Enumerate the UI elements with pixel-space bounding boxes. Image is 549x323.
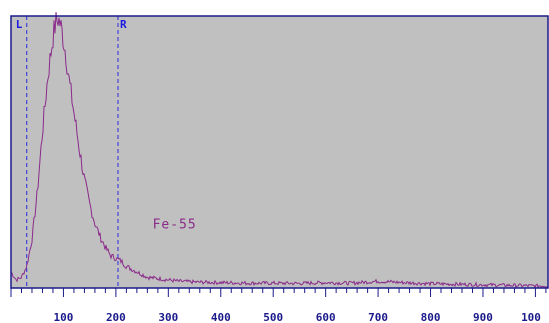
x-tick-label: 100 — [54, 311, 74, 323]
x-tick-label: 100 — [521, 311, 541, 323]
roi-marker-label: R — [120, 18, 127, 31]
plot-area — [11, 16, 548, 288]
x-tick-label: 600 — [316, 311, 336, 323]
x-tick-label: 300 — [158, 311, 178, 323]
x-tick-label: 500 — [263, 311, 283, 323]
annotations-layer: Fe-55 — [153, 218, 197, 233]
series-layer — [10, 12, 548, 289]
peak-label: Fe-55 — [153, 218, 197, 233]
plot-frame — [10, 15, 549, 289]
series-line-fe-55 — [10, 12, 548, 289]
x-tick-label: 400 — [211, 311, 231, 323]
x-tick-label: 800 — [421, 311, 441, 323]
roi-marker-l[interactable]: L — [16, 16, 28, 288]
x-tick-label: 700 — [368, 311, 388, 323]
x-axis: 100 200 300 400 500 600 700 800 900 100 — [10, 288, 547, 323]
roi-marker-label: L — [16, 18, 23, 31]
roi-marker-r[interactable]: R — [117, 16, 127, 288]
x-tick-label: 900 — [473, 311, 493, 323]
x-tick-label: 200 — [106, 311, 126, 323]
